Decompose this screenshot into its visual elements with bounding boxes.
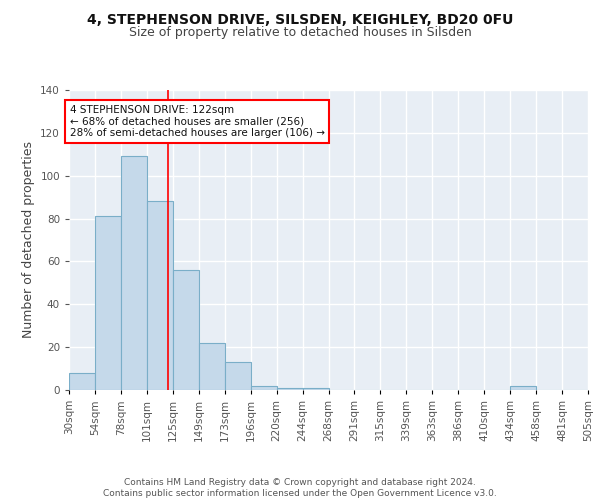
Bar: [277, 388, 302, 390]
Bar: [251, 386, 277, 390]
Bar: [173, 270, 199, 390]
Bar: [225, 362, 251, 390]
Bar: [302, 388, 329, 390]
Bar: [121, 156, 147, 390]
Text: Contains HM Land Registry data © Crown copyright and database right 2024.
Contai: Contains HM Land Registry data © Crown c…: [103, 478, 497, 498]
Text: 4, STEPHENSON DRIVE, SILSDEN, KEIGHLEY, BD20 0FU: 4, STEPHENSON DRIVE, SILSDEN, KEIGHLEY, …: [87, 12, 513, 26]
Text: 4 STEPHENSON DRIVE: 122sqm
← 68% of detached houses are smaller (256)
28% of sem: 4 STEPHENSON DRIVE: 122sqm ← 68% of deta…: [70, 105, 325, 138]
Bar: [95, 216, 121, 390]
Bar: [69, 373, 95, 390]
Bar: [510, 386, 536, 390]
Y-axis label: Number of detached properties: Number of detached properties: [22, 142, 35, 338]
Bar: [199, 343, 224, 390]
Bar: [147, 202, 173, 390]
Text: Size of property relative to detached houses in Silsden: Size of property relative to detached ho…: [128, 26, 472, 39]
